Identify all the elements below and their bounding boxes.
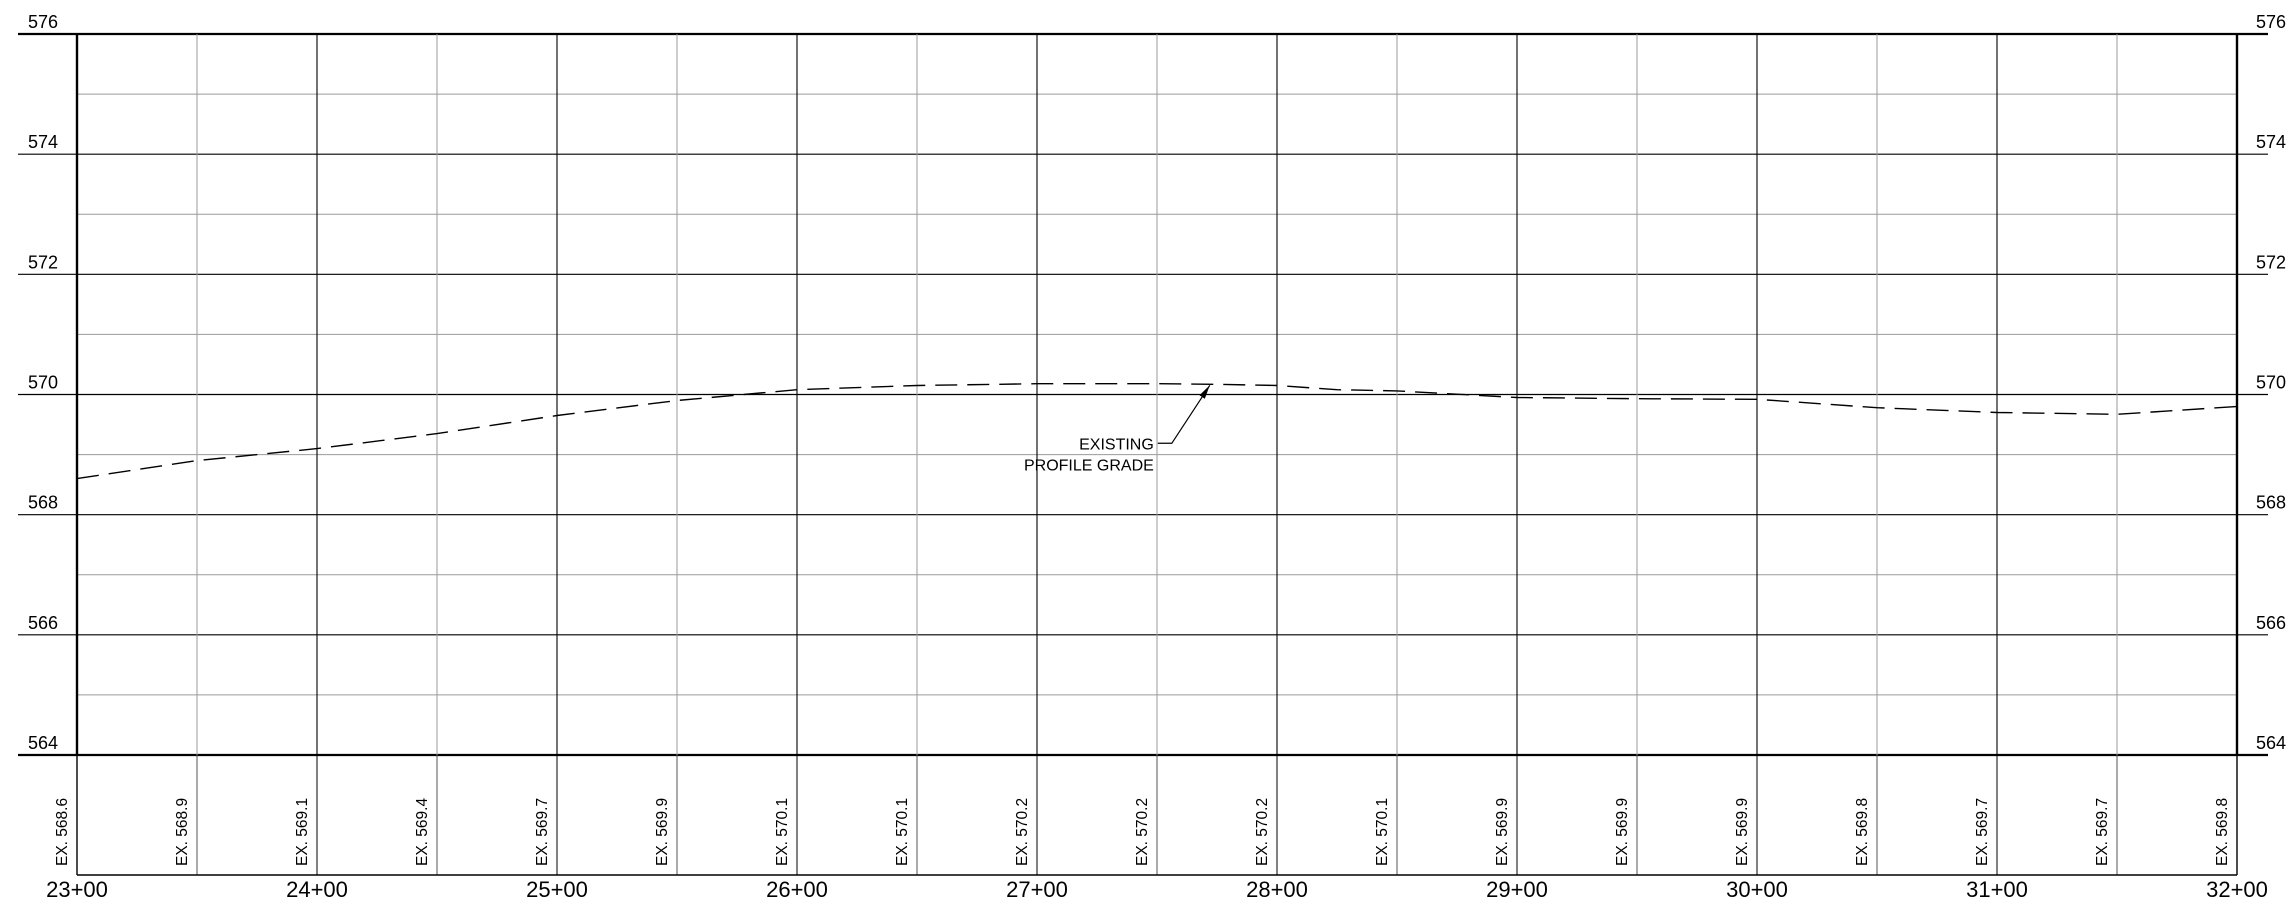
elevation-label-right: 566 bbox=[2256, 613, 2286, 633]
existing-elevation-label: EX. 569.9 bbox=[1614, 798, 1631, 866]
elevation-label-right: 564 bbox=[2256, 733, 2286, 753]
elevation-label-left: 572 bbox=[28, 252, 58, 272]
existing-elevation-label: EX. 570.2 bbox=[1014, 798, 1031, 866]
existing-elevation-label: EX. 569.8 bbox=[2214, 798, 2231, 866]
callout-line-1: EXISTING bbox=[1079, 436, 1154, 453]
station-label: 24+00 bbox=[286, 877, 348, 901]
station-label: 26+00 bbox=[766, 877, 828, 901]
existing-elevation-label: EX. 570.1 bbox=[774, 798, 791, 866]
existing-elevation-label: EX. 569.7 bbox=[2094, 798, 2111, 866]
existing-elevation-label: EX. 568.9 bbox=[174, 798, 191, 866]
existing-elevation-label: EX. 569.7 bbox=[534, 798, 551, 866]
existing-elevation-label: EX. 569.7 bbox=[1974, 798, 1991, 866]
elevation-label-left: 570 bbox=[28, 373, 58, 393]
existing-elevation-label: EX. 569.9 bbox=[1494, 798, 1511, 866]
elevation-label-right: 574 bbox=[2256, 132, 2286, 152]
station-label: 31+00 bbox=[1966, 877, 2028, 901]
grid bbox=[18, 32, 2268, 876]
elevation-label-left: 576 bbox=[28, 12, 58, 32]
elevation-label-right: 570 bbox=[2256, 373, 2286, 393]
station-label: 30+00 bbox=[1726, 877, 1788, 901]
station-label: 27+00 bbox=[1006, 877, 1068, 901]
callout-line-2: PROFILE GRADE bbox=[1024, 457, 1154, 474]
existing-elevation-label: EX. 569.9 bbox=[654, 798, 671, 866]
existing-elevation-label: EX. 569.1 bbox=[294, 798, 311, 866]
elevation-label-left: 568 bbox=[28, 493, 58, 513]
existing-elevation-label: EX. 570.1 bbox=[894, 798, 911, 866]
existing-elevation-label: EX. 570.2 bbox=[1134, 798, 1151, 866]
existing-elevation-label: EX. 568.6 bbox=[54, 798, 71, 866]
station-label: 32+00 bbox=[2206, 877, 2268, 901]
callout-leader-line bbox=[1157, 384, 1211, 444]
elevation-label-left: 566 bbox=[28, 613, 58, 633]
station-label: 28+00 bbox=[1246, 877, 1308, 901]
elevation-label-left: 564 bbox=[28, 733, 58, 753]
elevation-label-left: 574 bbox=[28, 132, 58, 152]
existing-elevation-label: EX. 570.2 bbox=[1254, 798, 1271, 866]
existing-elevation-label: EX. 569.9 bbox=[1734, 798, 1751, 866]
existing-elevation-label: EX. 569.4 bbox=[414, 798, 431, 866]
callout-arrowhead bbox=[1199, 385, 1210, 399]
elevation-label-right: 572 bbox=[2256, 252, 2286, 272]
station-label: 25+00 bbox=[526, 877, 588, 901]
elevation-label-right: 576 bbox=[2256, 12, 2286, 32]
existing-profile-grade-line bbox=[76, 383, 2238, 480]
existing-elevation-labels: EX. 568.6 EX. 568.9 EX. 569.1 EX. 569.4 EX. … bbox=[54, 798, 2231, 866]
existing-profile-grade-callout: EXISTING PROFILE GRADE bbox=[1024, 384, 1211, 474]
existing-elevation-label: EX. 570.1 bbox=[1374, 798, 1391, 866]
existing-elevation-label: EX. 569.8 bbox=[1854, 798, 1871, 866]
elevation-labels: 576 576 574 574 572 572 570 570 568 568 566 566 564 5… bbox=[28, 12, 2286, 753]
elevation-label-right: 568 bbox=[2256, 493, 2286, 513]
station-label: 23+00 bbox=[46, 877, 108, 901]
station-labels: 23+00 24+00 25+00 26+00 27+00 28+00 29+00 30+00… bbox=[46, 877, 2268, 901]
station-label: 29+00 bbox=[1486, 877, 1548, 901]
